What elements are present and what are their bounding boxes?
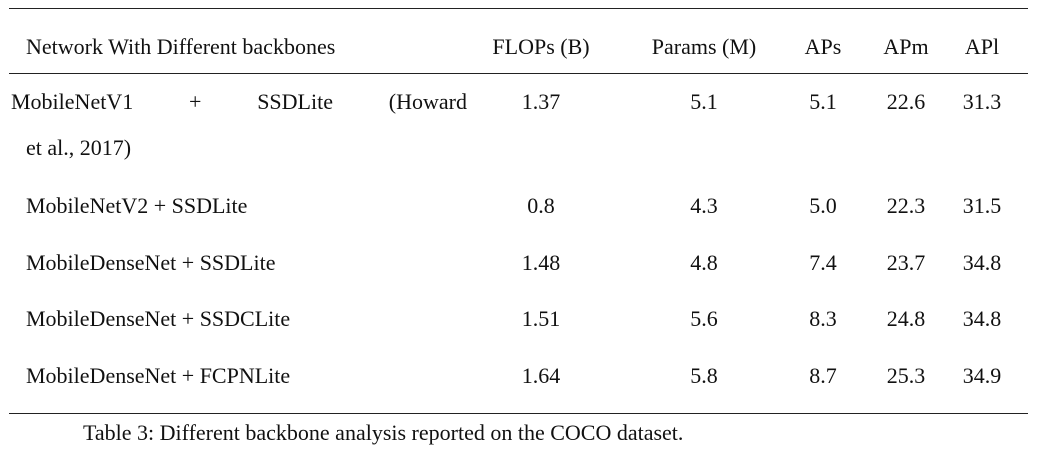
apl-cell: 31.5 [962,193,1002,218]
network-word: MobileNetV1 [11,89,134,114]
column-header-apm: APm [883,34,929,59]
apl-cell: 34.8 [962,306,1002,331]
flops-cell: 1.48 [521,250,561,275]
network-word: + [188,89,202,114]
params-cell: 4.3 [690,193,718,218]
flops-cell: 1.51 [521,306,561,331]
flops-cell: 0.8 [527,193,555,218]
network-word: SSDLite [257,89,333,114]
table-caption: Table 3: Different backbone analysis rep… [83,420,684,445]
aps-cell: 7.4 [809,250,837,275]
column-header-apl: APl [964,34,1000,59]
network-cell: MobileDenseNet + FCPNLite [26,363,291,388]
aps-cell: 8.7 [809,363,837,388]
params-cell: 5.6 [690,306,718,331]
aps-cell: 5.1 [809,89,837,114]
params-cell: 5.1 [690,89,718,114]
params-cell: 4.8 [690,250,718,275]
column-header-params: Params (M) [651,34,757,59]
apm-cell: 24.8 [886,306,926,331]
network-word: (Howard [388,89,467,114]
apl-cell: 31.3 [962,89,1002,114]
aps-cell: 8.3 [809,306,837,331]
aps-cell: 5.0 [809,193,837,218]
table-bottom-rule [9,413,1028,414]
apm-cell: 22.3 [886,193,926,218]
network-cell-line-2: et al., 2017) [26,135,132,160]
network-cell: MobileNetV2 + SSDLite [26,193,248,218]
flops-cell: 1.37 [521,89,561,114]
table-header-rule [9,73,1028,74]
apl-cell: 34.8 [962,250,1002,275]
column-header-flops: FLOPs (B) [492,34,590,59]
column-header-aps: APs [804,34,842,59]
apm-cell: 23.7 [886,250,926,275]
table-top-rule [9,8,1028,9]
params-cell: 5.8 [690,363,718,388]
apm-cell: 22.6 [886,89,926,114]
apm-cell: 25.3 [886,363,926,388]
network-cell-line-1: MobileNetV1 + SSDLite (Howard [11,88,467,116]
apl-cell: 34.9 [962,363,1002,388]
network-cell: MobileDenseNet + SSDLite [26,250,276,275]
network-cell: MobileDenseNet + SSDCLite [26,306,291,331]
flops-cell: 1.64 [521,363,561,388]
column-header-network: Network With Different backbones [26,34,336,59]
